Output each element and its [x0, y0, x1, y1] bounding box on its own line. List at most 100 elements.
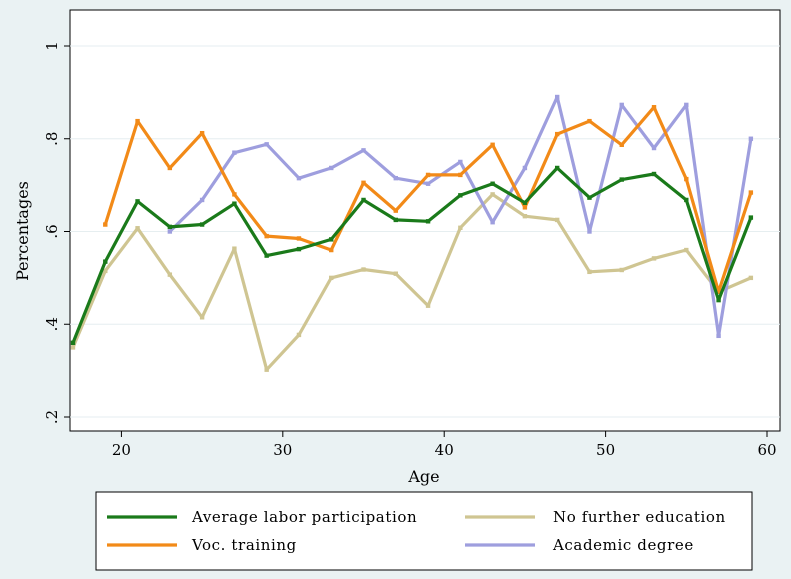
data-point: [232, 150, 237, 155]
data-point: [393, 175, 398, 181]
data-point: [167, 165, 173, 171]
data-point: [425, 219, 431, 224]
data-point: [490, 181, 495, 186]
data-point: [458, 172, 463, 178]
data-point: [361, 267, 366, 272]
y-tick-label: .4: [43, 317, 61, 331]
data-point: [522, 165, 528, 171]
data-point: [135, 118, 140, 124]
data-point: [490, 192, 495, 197]
data-point: [619, 177, 624, 182]
data-point: [619, 142, 624, 147]
legend-label-no-further-education: No further education: [553, 508, 726, 526]
data-point: [167, 272, 173, 277]
data-point: [554, 217, 560, 223]
series-layer: [70, 94, 754, 372]
data-point: [716, 297, 721, 303]
data-point: [684, 176, 689, 182]
y-tick-label: .8: [43, 132, 61, 146]
data-point: [296, 246, 302, 252]
x-tick-label: 30: [273, 441, 292, 459]
data-point: [296, 175, 302, 181]
data-point: [232, 201, 237, 206]
data-point: [296, 332, 302, 338]
data-point: [329, 237, 334, 242]
data-point: [554, 165, 560, 171]
data-point: [684, 247, 689, 253]
axes: .2 .4 .6 .8 1 20 30 40 50 60: [43, 41, 777, 459]
y-axis-title: Percentages: [13, 181, 32, 281]
data-point: [264, 233, 269, 239]
data-point: [296, 236, 302, 241]
data-point: [587, 195, 592, 200]
data-point: [329, 275, 334, 281]
data-point: [522, 205, 528, 210]
data-point: [232, 246, 237, 251]
data-point: [684, 197, 689, 203]
data-point: [554, 131, 560, 137]
series-line-average-labor-participation: [71, 166, 753, 344]
data-point: [199, 130, 205, 136]
data-point: [425, 303, 431, 308]
data-point: [199, 222, 205, 227]
data-point: [748, 275, 754, 281]
legend-label-academic-degree: Academic degree: [552, 536, 694, 554]
data-point: [361, 180, 366, 186]
series-voc-training: [103, 105, 754, 294]
y-tick-label: 1: [43, 41, 61, 51]
data-point: [70, 345, 76, 350]
data-point: [651, 105, 657, 110]
data-point: [490, 142, 495, 147]
data-point: [70, 340, 76, 345]
series-academic-degree: [167, 94, 754, 339]
data-point: [651, 145, 657, 151]
x-tick-label: 60: [757, 441, 776, 459]
legend-label-voc-training: Voc. training: [191, 536, 297, 554]
data-point: [167, 224, 173, 230]
series-no-further-education: [70, 192, 754, 372]
data-point: [716, 289, 721, 294]
data-point: [425, 172, 431, 178]
data-point: [393, 217, 398, 223]
data-point: [651, 256, 657, 261]
data-point: [748, 215, 754, 220]
series-average-labor-participation: [70, 165, 754, 345]
data-point: [329, 165, 334, 171]
data-point: [425, 181, 431, 186]
data-point: [393, 208, 398, 213]
data-point: [103, 259, 108, 264]
x-tick-label: 40: [435, 441, 454, 459]
legend: Average labor participation No further ed…: [95, 491, 753, 571]
data-point: [135, 199, 140, 204]
gridlines: [70, 45, 780, 418]
data-point: [458, 225, 463, 230]
data-point: [232, 192, 237, 197]
data-point: [264, 253, 269, 258]
y-tick-label: .2: [43, 410, 61, 424]
data-point: [554, 94, 560, 100]
data-point: [199, 315, 205, 320]
data-point: [619, 267, 624, 273]
data-point: [587, 229, 592, 234]
data-point: [458, 159, 463, 165]
data-point: [199, 197, 205, 203]
data-point: [393, 271, 398, 276]
data-point: [135, 226, 140, 231]
data-point: [716, 333, 721, 339]
data-point: [522, 200, 528, 205]
data-point: [167, 229, 173, 234]
series-line-no-further-education: [71, 192, 752, 372]
x-tick-label: 20: [112, 441, 131, 459]
y-tick-label: .6: [43, 224, 61, 238]
data-point: [361, 197, 366, 203]
data-point: [361, 148, 366, 153]
data-point: [587, 118, 592, 124]
data-point: [522, 213, 528, 219]
legend-label-average-labor-participation: Average labor participation: [191, 508, 417, 526]
data-point: [748, 190, 754, 195]
data-point: [748, 136, 754, 141]
data-point: [619, 102, 624, 108]
data-point: [103, 268, 108, 274]
data-point: [103, 222, 108, 227]
